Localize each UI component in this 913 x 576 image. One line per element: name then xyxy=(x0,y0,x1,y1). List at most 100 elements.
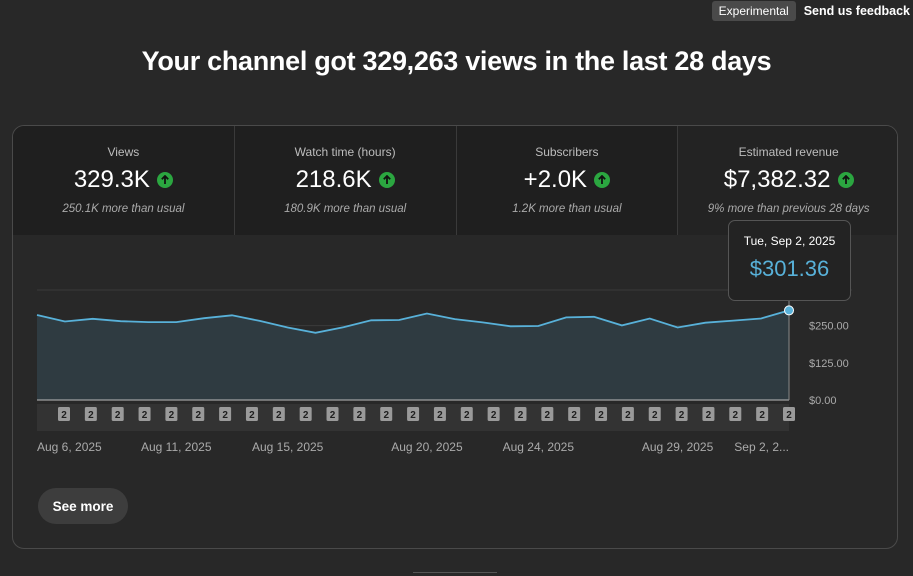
arrow-up-icon xyxy=(378,172,395,188)
video-marker xyxy=(407,407,420,421)
video-marker xyxy=(487,407,500,421)
video-marker-label: 2 xyxy=(115,410,121,421)
see-more-button[interactable]: See more xyxy=(38,488,128,524)
revenue-chart[interactable]: $250.00 $125.00 $0.00 2 2 2 2 2 2 2 2 2 2 2 2 2 2 2 2 2 2 2 2 2… xyxy=(0,285,913,460)
metric-comparison: 9% more than previous 28 days xyxy=(707,203,870,215)
chart-tooltip: Tue, Sep 2, 2025 $301.36 xyxy=(728,220,851,301)
metric-tab-watch-time[interactable]: Watch time (hours) 218.6K 180.9K more th… xyxy=(235,126,457,235)
video-marker xyxy=(702,407,715,421)
video-marker-label: 2 xyxy=(491,410,497,421)
video-marker xyxy=(84,407,97,421)
divider xyxy=(413,572,497,573)
arrow-up-icon xyxy=(837,172,854,188)
tooltip-date: Tue, Sep 2, 2025 xyxy=(743,234,836,248)
video-marker-label: 2 xyxy=(759,410,765,421)
series-line xyxy=(36,309,790,334)
video-marker xyxy=(729,407,742,421)
video-marker-label: 2 xyxy=(410,410,416,421)
y-tick-label: $125.00 xyxy=(809,358,849,370)
metric-label: Views xyxy=(107,145,140,159)
video-marker xyxy=(595,407,608,421)
video-marker-label: 2 xyxy=(222,410,228,421)
video-marker xyxy=(326,407,339,421)
video-marker xyxy=(433,407,446,421)
video-marker-label: 2 xyxy=(276,410,282,421)
metric-comparison: 1.2K more than usual xyxy=(512,203,622,215)
tooltip-value: $301.36 xyxy=(749,256,830,281)
video-marker xyxy=(58,407,70,421)
metric-tab-subscribers[interactable]: Subscribers +2.0K 1.2K more than usual xyxy=(457,126,679,235)
video-marker xyxy=(648,407,661,421)
video-marker xyxy=(514,407,527,421)
x-tick-label: Aug 29, 2025 xyxy=(642,440,714,454)
video-marker-label: 2 xyxy=(330,410,336,421)
experimental-badge: Experimental xyxy=(711,1,796,21)
video-marker-label: 2 xyxy=(303,410,309,421)
video-marker-label: 2 xyxy=(598,410,604,421)
video-marker xyxy=(299,407,312,421)
metric-label: Subscribers xyxy=(535,145,599,159)
x-tick-label: Aug 15, 2025 xyxy=(252,440,324,454)
x-tick-label: Aug 24, 2025 xyxy=(503,440,575,454)
video-marker xyxy=(165,407,178,421)
x-tick-label: Aug 6, 2025 xyxy=(37,440,102,454)
video-marker-label: 2 xyxy=(169,410,175,421)
metric-tabs: Views 329.3K 250.1K more than usual Watc… xyxy=(13,126,897,235)
arrow-up-icon xyxy=(156,172,173,188)
video-marker-label: 2 xyxy=(652,410,658,421)
metric-comparison: 180.9K more than usual xyxy=(284,203,407,215)
metric-value: 218.6K xyxy=(295,166,372,193)
video-marker-label: 2 xyxy=(518,410,524,421)
data-point xyxy=(784,305,794,316)
video-marker-label: 2 xyxy=(571,410,577,421)
metric-tab-views[interactable]: Views 329.3K 250.1K more than usual xyxy=(13,126,235,235)
video-marker-label: 2 xyxy=(88,410,94,421)
video-marker-label: 2 xyxy=(786,410,792,421)
video-marker xyxy=(272,407,285,421)
video-marker-label: 2 xyxy=(464,410,470,421)
video-marker-label: 2 xyxy=(142,410,148,421)
video-marker xyxy=(756,407,769,421)
video-marker xyxy=(460,407,473,421)
top-bar: Experimental Send us feedback xyxy=(711,0,913,22)
video-marker xyxy=(353,407,366,421)
arrow-up-icon xyxy=(594,172,611,188)
video-marker-label: 2 xyxy=(437,410,443,421)
metric-label: Watch time (hours) xyxy=(294,145,396,159)
page-title: Your channel got 329,263 views in the la… xyxy=(141,46,772,76)
video-marker-label: 2 xyxy=(61,410,67,421)
metric-label: Estimated revenue xyxy=(738,145,839,159)
video-marker-label: 2 xyxy=(625,410,631,421)
y-tick-label: $0.00 xyxy=(809,395,837,407)
video-marker xyxy=(568,407,581,421)
metric-value: 329.3K xyxy=(73,166,150,193)
metric-value: $7,382.32 xyxy=(723,166,831,193)
video-marker xyxy=(380,407,393,421)
video-marker-label: 2 xyxy=(383,410,389,421)
video-marker xyxy=(621,407,634,421)
video-marker-label: 2 xyxy=(706,410,712,421)
video-marker-label: 2 xyxy=(679,410,685,421)
video-marker-label: 2 xyxy=(357,410,363,421)
video-marker-label: 2 xyxy=(733,410,739,421)
metric-tab-estimated-revenue[interactable]: Estimated revenue $7,382.32 9% more than… xyxy=(678,126,897,235)
video-marker xyxy=(245,407,258,421)
x-tick-label: Aug 11, 2025 xyxy=(141,440,212,454)
video-marker-label: 2 xyxy=(249,410,255,421)
send-feedback-link[interactable]: Send us feedback xyxy=(803,4,910,18)
series-area xyxy=(37,310,789,400)
video-marker-label: 2 xyxy=(545,410,551,421)
video-marker xyxy=(138,407,151,421)
video-marker xyxy=(541,407,554,421)
video-marker-label: 2 xyxy=(195,410,201,421)
video-marker xyxy=(111,407,124,421)
x-tick-label: Sep 2, 2... xyxy=(734,440,789,454)
video-marker xyxy=(783,407,795,421)
y-tick-label: $250.00 xyxy=(809,321,849,333)
video-marker xyxy=(675,407,688,421)
video-marker xyxy=(192,407,205,421)
metric-value: +2.0K xyxy=(523,166,588,193)
x-tick-label: Aug 20, 2025 xyxy=(391,440,463,454)
video-marker xyxy=(219,407,232,421)
metric-comparison: 250.1K more than usual xyxy=(62,203,185,215)
